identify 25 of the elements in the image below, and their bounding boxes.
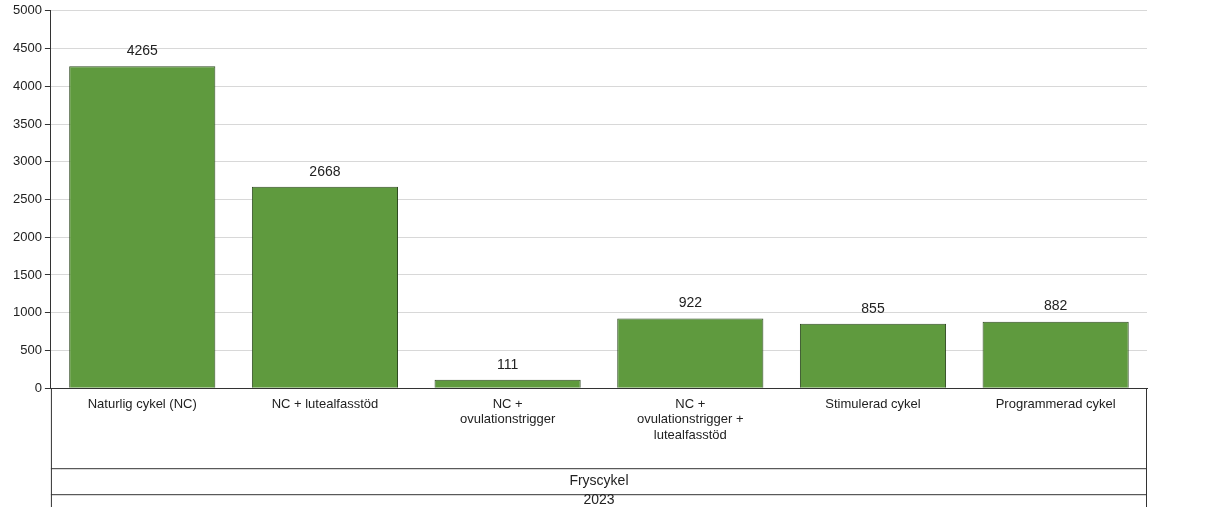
y-tick-label: 0 [34, 379, 42, 395]
x-tick-label: NC + ovulationstrigger [459, 395, 556, 427]
y-tick-label: 2500 [13, 191, 42, 207]
y-tick-label: 4000 [13, 77, 42, 93]
text: 2023 [583, 491, 615, 507]
data-label: 4265 [126, 42, 159, 59]
data-label: 111 [496, 355, 519, 372]
x-tick-label: NC + ovulationstrigger + lutealfasstöd [637, 395, 744, 442]
y-tick-label: 3500 [13, 115, 42, 131]
data-label: 2668 [309, 162, 341, 179]
x-tick-label: Programmerad cykel [995, 395, 1116, 411]
y-tick-label: 2000 [13, 228, 42, 244]
x-tick-label: Stimulerad cykel [825, 395, 921, 411]
data-label: 882 [1043, 297, 1068, 314]
x-tick-label: Naturlig cykel (NC) [87, 395, 197, 411]
y-tick-label: 3000 [13, 153, 42, 169]
y-tick-label: 500 [20, 342, 42, 358]
x-tick-label: NC + lutealfasstöd [271, 395, 379, 411]
data-label: 922 [678, 294, 703, 311]
x-axis-title: Fryscykel [569, 472, 629, 489]
y-tick-label: 4500 [13, 40, 42, 56]
y-tick-label: 1000 [13, 304, 42, 320]
y-tick-label: 1500 [13, 266, 42, 282]
y-tick-label: 5000 [13, 2, 42, 18]
data-label: 855 [861, 299, 885, 316]
